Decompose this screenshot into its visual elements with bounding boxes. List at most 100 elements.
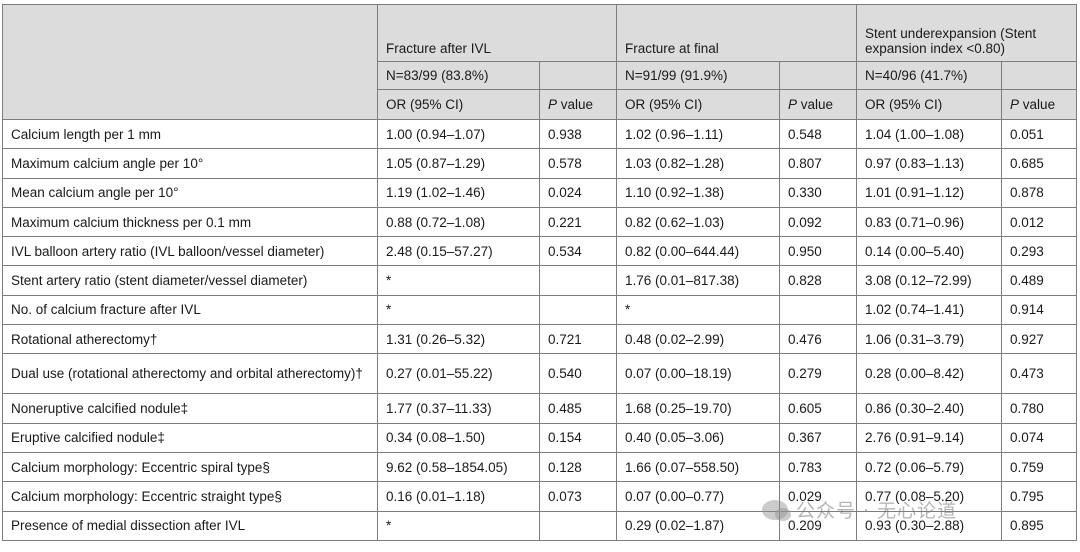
- n-header-fracture-at-final: N=91/99 (91.9%): [616, 61, 781, 90]
- or-cell: 0.86 (0.30–2.40): [856, 393, 1003, 424]
- p-value-cell: [538, 510, 618, 541]
- group-header-fracture-after-ivl: Fracture after IVL: [376, 4, 618, 62]
- or-cell: 1.06 (0.31–3.79): [856, 324, 1003, 355]
- p-value-cell: 0.092: [779, 206, 858, 238]
- or-cell: 3.08 (0.12–72.99): [856, 265, 1003, 296]
- or-cell: 1.03 (0.82–1.28): [616, 148, 781, 179]
- p-value-cell: 0.074: [1001, 422, 1078, 453]
- p-value-cell: 0.293: [1001, 236, 1078, 267]
- wechat-icon: [762, 499, 791, 521]
- row-label: Maximum calcium angle per 10°: [2, 148, 378, 179]
- or-cell: 1.31 (0.26–5.32): [377, 324, 540, 355]
- table-row: Eruptive calcified nodule‡ 0.34 (0.08–1.…: [2, 422, 1078, 453]
- table-row: Noneruptive calcified nodule‡ 1.77 (0.37…: [2, 393, 1078, 424]
- or-header: OR (95% CI): [377, 89, 540, 120]
- or-cell: 1.19 (1.02–1.46): [377, 177, 540, 208]
- or-cell: 0.07 (0.00–18.19): [616, 353, 781, 395]
- row-label: IVL balloon artery ratio (IVL balloon/ve…: [2, 236, 378, 267]
- or-cell: 1.77 (0.37–11.33): [377, 393, 540, 424]
- or-cell: 1.04 (1.00–1.08): [856, 118, 1003, 150]
- row-label: Rotational atherectomy†: [2, 324, 378, 355]
- n-header-blank: [1001, 61, 1078, 90]
- row-label: Eruptive calcified nodule‡: [2, 422, 378, 453]
- table-row: No. of calcium fracture after IVL * * 1.…: [2, 294, 1078, 326]
- p-value-cell: 0.279: [779, 353, 858, 395]
- p-value-cell: 0.476: [779, 324, 858, 355]
- corner-header-cell: [2, 4, 378, 120]
- or-cell: 9.62 (0.58–1854.05): [377, 451, 540, 483]
- row-label: No. of calcium fracture after IVL: [2, 294, 378, 326]
- table-row: IVL balloon artery ratio (IVL balloon/ve…: [2, 236, 1078, 267]
- or-cell: 1.00 (0.94–1.07): [377, 118, 540, 150]
- table-row: Rotational atherectomy† 1.31 (0.26–5.32)…: [2, 324, 1078, 355]
- or-cell: *: [377, 294, 540, 326]
- p-value-cell: 0.780: [1001, 393, 1078, 424]
- table-row: Calcium morphology: Eccentric straight t…: [2, 481, 1078, 512]
- or-cell: 0.82 (0.62–1.03): [616, 206, 781, 238]
- row-label: Mean calcium angle per 10°: [2, 177, 378, 208]
- or-cell: 1.66 (0.07–558.50): [616, 451, 781, 483]
- p-value-cell: 0.895: [1001, 510, 1078, 541]
- or-cell: 0.14 (0.00–5.40): [856, 236, 1003, 267]
- row-label: Noneruptive calcified nodule‡: [2, 393, 378, 424]
- watermark-text: 公众号 · 无心论道: [796, 500, 958, 522]
- table-row: Mean calcium angle per 10° 1.19 (1.02–1.…: [2, 177, 1078, 208]
- p-value-cell: 0.578: [538, 148, 618, 179]
- or-cell: 0.88 (0.72–1.08): [377, 206, 540, 238]
- or-cell: *: [616, 294, 781, 326]
- p-value-cell: [538, 294, 618, 326]
- p-value-cell: 0.807: [779, 148, 858, 179]
- p-value-header: P value: [538, 89, 618, 120]
- p-value-cell: 0.950: [779, 236, 858, 267]
- n-header-blank: [779, 61, 858, 90]
- table-row: Stent artery ratio (stent diameter/vesse…: [2, 265, 1078, 296]
- p-value-cell: 0.721: [538, 324, 618, 355]
- p-value-cell: 0.548: [779, 118, 858, 150]
- p-value-cell: 0.828: [779, 265, 858, 296]
- row-label: Calcium morphology: Eccentric straight t…: [2, 481, 378, 512]
- or-cell: 1.01 (0.91–1.12): [856, 177, 1003, 208]
- p-value-cell: 0.051: [1001, 118, 1078, 150]
- results-table: Fracture after IVL Fracture at final Ste…: [2, 4, 1078, 541]
- table-row: Calcium morphology: Eccentric spiral typ…: [2, 451, 1078, 483]
- row-label: Calcium morphology: Eccentric spiral typ…: [2, 451, 378, 483]
- or-header: OR (95% CI): [856, 89, 1003, 120]
- p-value-cell: 0.759: [1001, 451, 1078, 483]
- or-cell: *: [377, 510, 540, 541]
- p-value-cell: 0.024: [538, 177, 618, 208]
- or-cell: 1.02 (0.96–1.11): [616, 118, 781, 150]
- p-value-cell: 0.878: [1001, 177, 1078, 208]
- or-cell: 1.10 (0.92–1.38): [616, 177, 781, 208]
- p-value-cell: 0.783: [779, 451, 858, 483]
- p-value-cell: 0.221: [538, 206, 618, 238]
- p-value-cell: 0.489: [1001, 265, 1078, 296]
- table-row: Presence of medial dissection after IVL …: [2, 510, 1078, 541]
- table-row: Maximum calcium angle per 10° 1.05 (0.87…: [2, 148, 1078, 179]
- n-header-stent-underexpansion: N=40/96 (41.7%): [856, 61, 1003, 90]
- or-cell: 0.28 (0.00–8.42): [856, 353, 1003, 395]
- p-value-cell: 0.795: [1001, 481, 1078, 512]
- or-cell: 0.48 (0.02–2.99): [616, 324, 781, 355]
- or-cell: 0.16 (0.01–1.18): [377, 481, 540, 512]
- or-cell: 0.40 (0.05–3.06): [616, 422, 781, 453]
- p-value-header: P value: [1001, 89, 1078, 120]
- p-value-cell: [538, 265, 618, 296]
- or-cell: 2.48 (0.15–57.27): [377, 236, 540, 267]
- p-value-cell: 0.029: [779, 481, 858, 512]
- p-value-cell: 0.534: [538, 236, 618, 267]
- or-cell: 0.72 (0.06–5.79): [856, 451, 1003, 483]
- or-cell: 0.07 (0.00–0.77): [616, 481, 781, 512]
- table-row: Dual use (rotational atherectomy and orb…: [2, 353, 1078, 395]
- or-cell: 1.05 (0.87–1.29): [377, 148, 540, 179]
- p-value-cell: 0.927: [1001, 324, 1078, 355]
- group-header-stent-underexpansion: Stent underexpansion (Stent expansion in…: [856, 4, 1078, 62]
- watermark: 公众号 · 无心论道: [762, 496, 957, 523]
- p-value-cell: 0.367: [779, 422, 858, 453]
- or-cell: 0.97 (0.83–1.13): [856, 148, 1003, 179]
- p-value-cell: 0.938: [538, 118, 618, 150]
- row-label: Stent artery ratio (stent diameter/vesse…: [2, 265, 378, 296]
- p-value-cell: 0.485: [538, 393, 618, 424]
- p-value-cell: 0.914: [1001, 294, 1078, 326]
- p-value-cell: 0.073: [538, 481, 618, 512]
- or-cell: 0.34 (0.08–1.50): [377, 422, 540, 453]
